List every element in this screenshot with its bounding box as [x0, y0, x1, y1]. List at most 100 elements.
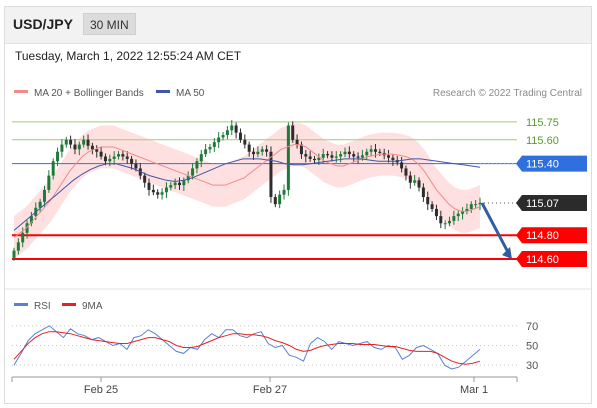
candle-body — [217, 137, 221, 143]
candle-body — [443, 223, 447, 225]
x-tick-label-feb-27: Feb 27 — [253, 384, 287, 396]
candle-body — [208, 146, 212, 150]
ma50-legend-swatch — [156, 90, 170, 93]
x-tick-label-mar-1: Mar 1 — [460, 384, 488, 396]
candle-body — [295, 139, 299, 145]
candle-body — [326, 154, 330, 156]
candle-body — [347, 151, 351, 155]
candle-body — [339, 154, 343, 157]
candle-body — [47, 175, 51, 190]
timeframe-button[interactable]: 30 MIN — [83, 13, 136, 35]
candle-body — [465, 208, 469, 212]
candle-body — [108, 158, 112, 162]
candle-body — [299, 144, 303, 155]
level-tag-114.60 — [516, 251, 587, 268]
candle-body — [238, 132, 242, 140]
candle-body — [365, 151, 369, 156]
candle-body — [417, 180, 421, 188]
candle-body — [173, 182, 177, 186]
candle-body — [369, 149, 373, 152]
level-label-114.80: 114.80 — [526, 230, 559, 242]
candle-body — [77, 144, 81, 150]
level-label-115.40: 115.40 — [526, 159, 559, 171]
candle-body — [378, 151, 382, 153]
candle-body — [413, 180, 417, 183]
candle-body — [112, 156, 116, 159]
candle-body — [448, 220, 452, 224]
candle-body — [234, 125, 238, 133]
symbol-label: USD/JPY — [13, 16, 73, 32]
candle-body — [147, 182, 151, 190]
level-label-114.60: 114.60 — [526, 254, 559, 266]
candle-body — [134, 163, 138, 169]
chart-header: USD/JPY 30 MIN — [5, 7, 591, 44]
candle-body — [56, 151, 60, 162]
candle-body — [90, 145, 94, 150]
candle-body — [199, 154, 203, 162]
candle-body — [103, 156, 107, 162]
candle-body — [426, 197, 430, 205]
candle-body — [291, 125, 295, 140]
candle-body — [356, 156, 360, 158]
candle-body — [243, 139, 247, 145]
candle-body — [160, 192, 164, 195]
candle-body — [16, 242, 20, 251]
candle-body — [12, 250, 16, 258]
candle-body — [151, 189, 155, 193]
candle-body — [478, 203, 482, 205]
rsi-ma-legend-label: 9MA — [82, 301, 103, 312]
candle-body — [230, 125, 234, 131]
candle-body — [360, 155, 364, 158]
candle-body — [86, 139, 90, 146]
candle-body — [334, 156, 338, 158]
candle-body — [130, 158, 134, 164]
ma20-line — [13, 144, 481, 238]
candle-body — [474, 204, 478, 206]
ma50-line — [13, 158, 481, 231]
candle-body — [269, 151, 273, 198]
candle-body — [164, 187, 168, 193]
candle-body — [321, 154, 325, 158]
level-tag-115.07 — [516, 195, 587, 211]
candle-body — [352, 154, 356, 157]
rsi-ma-line — [13, 331, 481, 365]
candle-body — [286, 125, 290, 190]
rsi-legend-swatch — [14, 303, 28, 306]
candle-body — [64, 139, 68, 145]
rsi-legend-label: RSI — [34, 301, 51, 312]
candle-body — [177, 182, 181, 186]
candle-body — [182, 180, 186, 186]
candle-body — [69, 139, 73, 145]
candle-body — [195, 161, 199, 169]
candle-body — [400, 162, 404, 169]
rsi-tick-50: 50 — [526, 341, 538, 353]
rsi-ma-legend-swatch — [62, 303, 76, 306]
candle-body — [82, 139, 86, 145]
candle-body — [21, 232, 25, 243]
ma20-legend-label: MA 20 + Bollinger Bands — [34, 88, 144, 99]
candle-body — [169, 185, 173, 188]
timestamp-label: Tuesday, March 1, 2022 12:55:24 AM CET — [15, 49, 242, 63]
candle-body — [125, 156, 129, 159]
candle-body — [221, 135, 225, 138]
candle-body — [273, 197, 277, 205]
candle-body — [186, 175, 190, 181]
candle-body — [404, 168, 408, 176]
candle-body — [121, 154, 125, 157]
candle-body — [225, 130, 229, 136]
candle-body — [117, 154, 121, 157]
candle-body — [304, 154, 308, 157]
candle-body — [95, 149, 99, 152]
level-label-115.60: 115.60 — [526, 135, 559, 147]
candle-body — [60, 144, 64, 152]
candle-body — [461, 211, 465, 214]
candle-body — [282, 189, 286, 195]
candle-body — [439, 216, 443, 224]
candle-body — [313, 158, 317, 161]
candle-body — [408, 175, 412, 183]
candle-body — [51, 161, 55, 176]
candle-body — [42, 189, 46, 202]
candle-body — [247, 144, 251, 152]
level-tag-114.80 — [516, 227, 587, 244]
